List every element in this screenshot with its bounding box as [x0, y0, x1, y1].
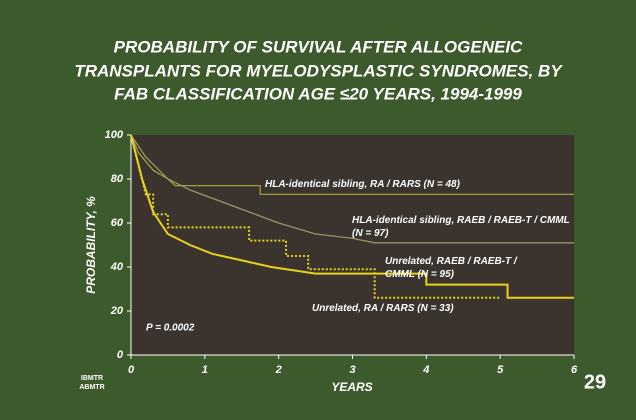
x-tick-label: 5: [497, 364, 504, 376]
series-label: HLA-identical sibling, RAEB / RAEB-T / C…: [352, 215, 570, 239]
y-axis-label: PROBABILITY, %: [84, 196, 98, 294]
series-label: Unrelated, RA / RARS (N = 33): [312, 303, 454, 314]
series-label: Unrelated, RAEB / RAEB-T / CMML (N = 95): [385, 256, 517, 280]
x-tick-label: 4: [422, 364, 429, 376]
title-line: FAB CLASSIFICATION AGE ≤20 YEARS, 1994-1…: [114, 84, 522, 103]
x-tick-label: 2: [275, 364, 282, 376]
x-axis-label: YEARS: [331, 380, 372, 394]
logo-text: IBMTR: [81, 375, 103, 382]
y-tick-label: 20: [110, 305, 124, 317]
x-tick-label: 3: [349, 364, 355, 376]
x-tick-label: 1: [202, 364, 208, 376]
y-tick-label: 40: [110, 261, 124, 273]
survival-curve: [130, 134, 574, 244]
y-tick-label: 80: [111, 173, 124, 185]
plot-area: [131, 135, 574, 355]
y-tick-label: 100: [105, 129, 124, 141]
logo-text: ABMTR: [79, 384, 104, 391]
y-tick-label: 60: [111, 217, 124, 229]
series-label: HLA-identical sibling, RA / RARS (N = 48…: [265, 179, 460, 190]
page-number: 29: [584, 371, 606, 393]
survival-curve: [130, 134, 574, 299]
title-line: PROBABILITY OF SURVIVAL AFTER ALLOGENEIC: [114, 37, 523, 56]
x-tick-label: 0: [128, 364, 135, 376]
y-tick-label: 0: [117, 349, 124, 361]
title-line: TRANSPLANTS FOR MYELODYSPLASTIC SYNDROME…: [74, 61, 563, 80]
p-value: P = 0.0002: [146, 323, 195, 334]
x-tick-label: 6: [571, 364, 578, 376]
